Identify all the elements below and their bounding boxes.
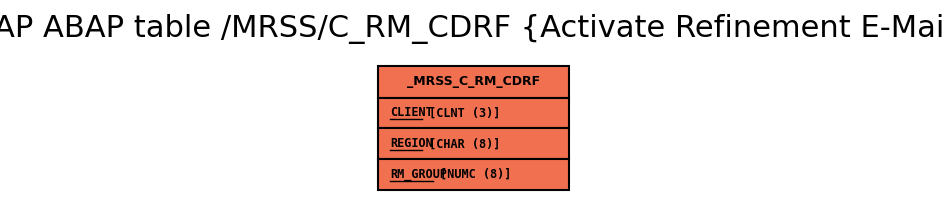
Text: RM_GROUP: RM_GROUP [390, 168, 447, 181]
Text: REGION: REGION [390, 137, 433, 150]
Bar [378, 66, 569, 98]
Text: [CLNT (3)]: [CLNT (3)] [422, 106, 501, 119]
Bar [378, 98, 569, 128]
Bar [378, 128, 569, 159]
Bar [378, 159, 569, 190]
Text: [NUMC (8)]: [NUMC (8)] [433, 168, 511, 181]
Text: SAP ABAP table /MRSS/C_RM_CDRF {Activate Refinement E-Mail}: SAP ABAP table /MRSS/C_RM_CDRF {Activate… [0, 14, 947, 44]
Text: CLIENT: CLIENT [390, 106, 433, 119]
Text: [CHAR (8)]: [CHAR (8)] [422, 137, 501, 150]
Text: _MRSS_C_RM_CDRF: _MRSS_C_RM_CDRF [407, 75, 540, 88]
